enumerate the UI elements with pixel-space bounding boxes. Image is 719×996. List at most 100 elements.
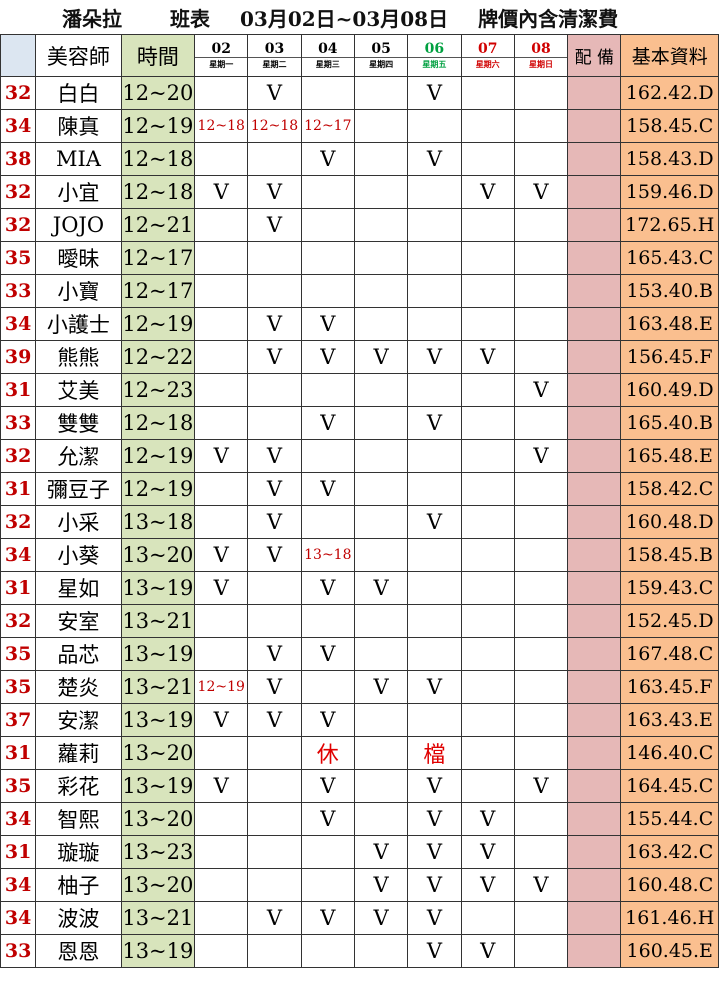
equip-cell: [567, 802, 622, 836]
staff-info: 165.40.B: [620, 406, 719, 440]
staff-name: 蘿莉: [35, 736, 122, 770]
equip-cell: [567, 703, 622, 737]
title-label: 班表: [170, 6, 210, 31]
staff-hours: 13~19: [120, 571, 196, 605]
day-cell: [353, 274, 409, 308]
day-cell: [353, 505, 409, 539]
day-cell: V: [407, 340, 462, 374]
day-cell: [513, 670, 569, 704]
day-cell: V: [353, 670, 409, 704]
staff-info: 160.48.D: [620, 505, 719, 539]
day-cell: V: [407, 142, 462, 176]
day-cell: [460, 241, 515, 275]
day-cell: V: [247, 472, 302, 506]
day-cell: V: [194, 769, 249, 803]
header-day: 08 星期日: [513, 34, 569, 77]
staff-name: 白白: [35, 76, 122, 110]
staff-row: 31 璇璇 13~23 V V V 163.42.C: [0, 835, 719, 869]
day-cell: [247, 835, 302, 869]
staff-age: 35: [0, 769, 37, 803]
price-note: 牌價內含清潔費: [478, 6, 619, 31]
staff-row: 31 蘿莉 13~20 休 檔 146.40.C: [0, 736, 719, 770]
staff-row: 32 安室 13~21 152.45.D: [0, 604, 719, 638]
day-weekday: 星期二: [248, 57, 301, 70]
day-cell: [353, 175, 409, 209]
day-cell: [247, 934, 302, 968]
header-equip: 配 備: [567, 34, 622, 77]
day-cell: [300, 505, 355, 539]
staff-row: 32 允潔 12~19 V V V 165.48.E: [0, 439, 719, 473]
staff-name: 楚炎: [35, 670, 122, 704]
staff-name: 安潔: [35, 703, 122, 737]
day-cell: [300, 208, 355, 242]
staff-row: 31 彌豆子 12~19 V V 158.42.C: [0, 472, 719, 506]
staff-name: 小采: [35, 505, 122, 539]
day-cell: V: [513, 868, 569, 902]
staff-age: 32: [0, 505, 37, 539]
day-cell: V: [407, 868, 462, 902]
day-cell: [300, 934, 355, 968]
header-name: 美容師: [35, 34, 122, 77]
day-cell: V: [194, 175, 249, 209]
day-cell: [407, 241, 462, 275]
day-cell: [513, 472, 569, 506]
day-date: 02: [211, 41, 231, 57]
day-cell: [194, 736, 249, 770]
staff-info: 158.43.D: [620, 142, 719, 176]
day-cell: [407, 703, 462, 737]
staff-row: 34 小葵 13~20 V V 13~18 158.45.B: [0, 538, 719, 572]
staff-hours: 12~23: [120, 373, 196, 407]
day-cell: V: [300, 769, 355, 803]
day-cell: [353, 769, 409, 803]
day-cell: [407, 571, 462, 605]
staff-age: 32: [0, 208, 37, 242]
day-cell: [513, 571, 569, 605]
staff-row: 32 小采 13~18 V V 160.48.D: [0, 505, 719, 539]
staff-info: 161.46.H: [620, 901, 719, 935]
day-cell: [353, 109, 409, 143]
day-cell: [513, 802, 569, 836]
staff-age: 31: [0, 373, 37, 407]
staff-name: 小宜: [35, 175, 122, 209]
staff-hours: 12~19: [120, 439, 196, 473]
day-cell: 12~17: [300, 109, 355, 143]
staff-age: 31: [0, 835, 37, 869]
day-cell: [194, 142, 249, 176]
day-cell: [460, 703, 515, 737]
day-cell: [353, 538, 409, 572]
header-day: 06 星期五: [407, 34, 462, 77]
day-weekday: 星期一: [195, 57, 247, 70]
day-cell: [513, 340, 569, 374]
staff-name: 熊熊: [35, 340, 122, 374]
staff-row: 34 陳真 12~19 12~18 12~18 12~17 158.45.C: [0, 109, 719, 143]
staff-row: 35 楚炎 13~21 12~19 V V V 163.45.F: [0, 670, 719, 704]
staff-info: 159.46.D: [620, 175, 719, 209]
staff-info: 158.42.C: [620, 472, 719, 506]
staff-age: 35: [0, 241, 37, 275]
staff-hours: 13~19: [120, 934, 196, 968]
staff-row: 35 品芯 13~19 V V 167.48.C: [0, 637, 719, 671]
equip-cell: [567, 340, 622, 374]
equip-cell: [567, 604, 622, 638]
schedule-table: 美容師 時間 02 星期一 03 星期二 04 星期三 05 星期四 06 星期五 07 星期六 08 星期日…: [0, 34, 719, 968]
day-cell: [460, 406, 515, 440]
day-cell: [353, 604, 409, 638]
header-info: 基本資料: [620, 34, 719, 77]
staff-info: 163.43.E: [620, 703, 719, 737]
day-cell: [353, 307, 409, 341]
staff-hours: 12~21: [120, 208, 196, 242]
day-cell: [194, 307, 249, 341]
day-cell: V: [300, 802, 355, 836]
day-cell: V: [513, 175, 569, 209]
equip-cell: [567, 142, 622, 176]
day-cell: V: [247, 901, 302, 935]
staff-age: 34: [0, 901, 37, 935]
staff-row: 38 MIA 12~18 V V 158.43.D: [0, 142, 719, 176]
day-date: 03: [264, 41, 285, 57]
staff-age: 31: [0, 571, 37, 605]
day-cell: [247, 241, 302, 275]
day-cell: 檔: [407, 736, 462, 770]
day-cell: V: [194, 538, 249, 572]
staff-name: JOJO: [35, 208, 122, 242]
